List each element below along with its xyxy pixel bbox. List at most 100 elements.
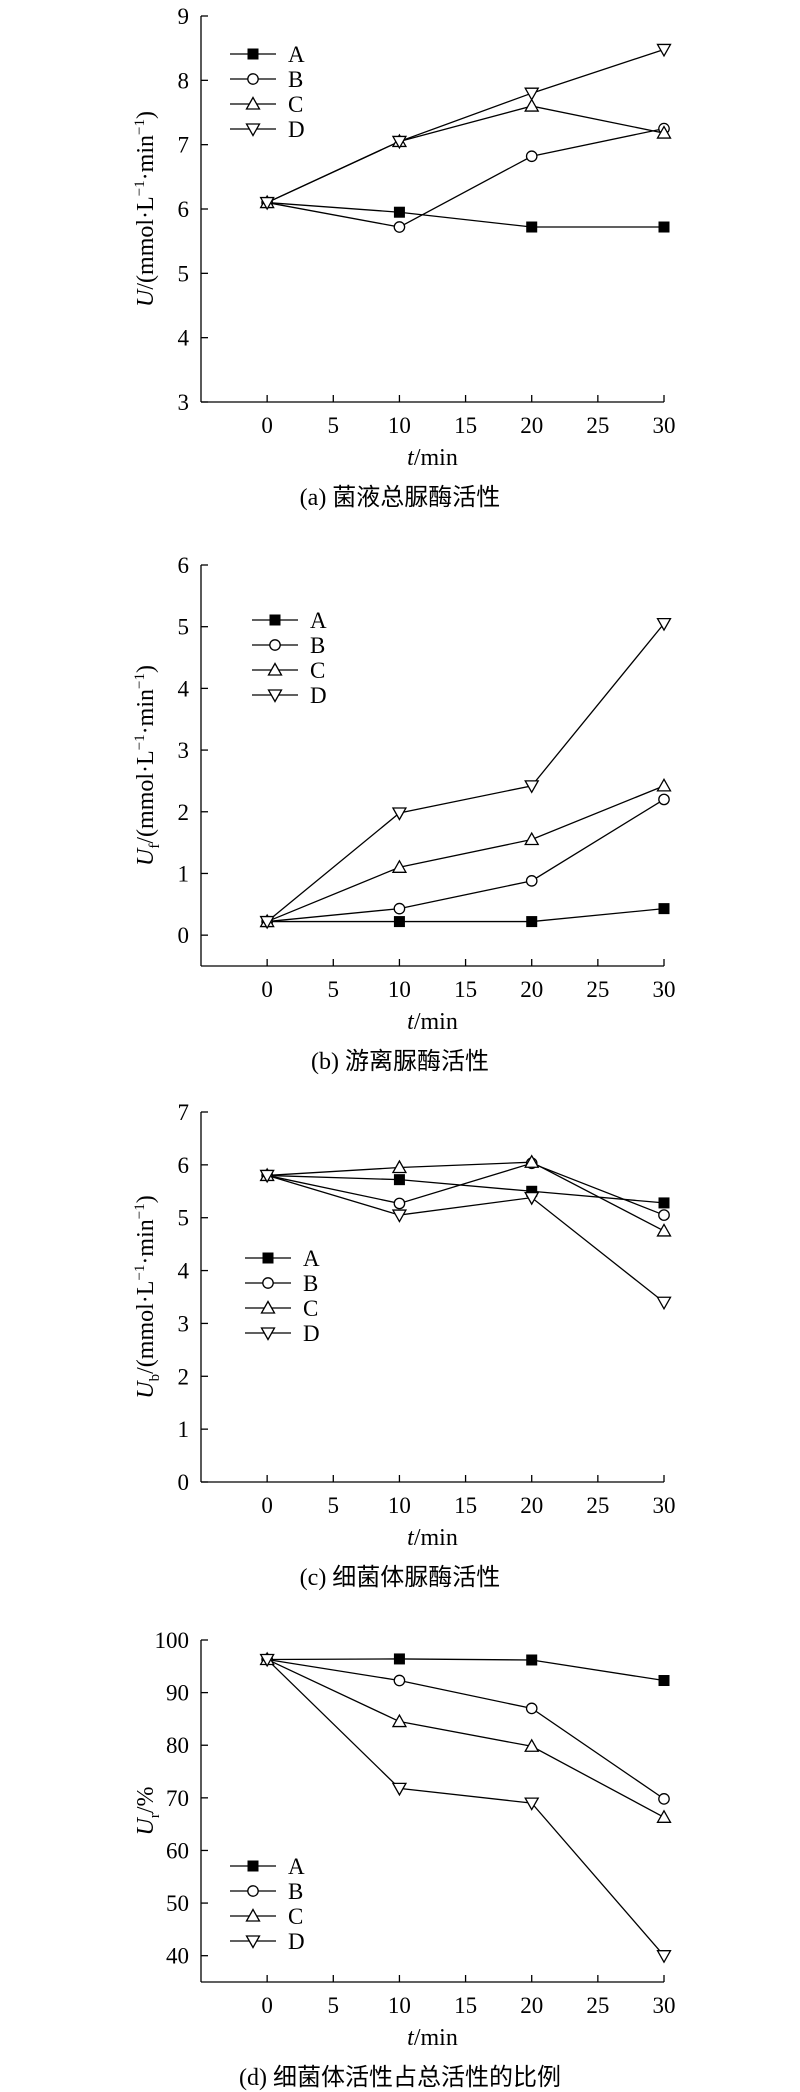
data-point-b: [393, 902, 406, 915]
data-point-a: [393, 916, 405, 928]
data-point-d: [524, 780, 540, 794]
x-tick-label: 20: [520, 413, 543, 438]
y-tick-label: 80: [166, 1733, 189, 1758]
y-tick-label: 100: [155, 1628, 190, 1653]
x-tick-label: 20: [520, 1993, 543, 2018]
legend-marker-d: [245, 123, 261, 137]
series-line-a: [267, 1658, 665, 1682]
x-tick-label: 5: [328, 1993, 340, 2018]
y-tick-label: 1: [178, 861, 190, 886]
data-point-d: [391, 1209, 408, 1223]
series-line-d: [266, 1659, 665, 1957]
legend-label: C: [288, 1904, 303, 1929]
x-axis-label-symbol: t: [407, 1009, 415, 1035]
data-point-d: [391, 135, 408, 150]
legend-marker-c: [245, 96, 261, 110]
data-point-c: [391, 859, 408, 873]
y-axis-label-unit-close: ): [133, 665, 159, 673]
x-tick-label: 15: [454, 413, 477, 438]
y-axis-label-sup: −1: [132, 119, 148, 135]
y-axis-label-unit-close: ): [133, 111, 159, 119]
y-tick-label: 7: [178, 1100, 190, 1125]
data-point-d: [524, 1191, 540, 1206]
y-tick-label: 3: [178, 390, 190, 415]
series-line-b: [267, 798, 665, 923]
data-point-b: [525, 1702, 538, 1715]
legend-marker-a: [269, 614, 281, 626]
data-point-a: [393, 206, 405, 218]
y-axis-label: Ub/(mmol·L−1·min−1): [132, 1195, 163, 1398]
x-tick-label: 0: [261, 977, 273, 1002]
x-axis-label-unit: /min: [414, 1525, 458, 1551]
series-line-d: [266, 1174, 665, 1303]
data-point-b: [393, 221, 406, 233]
data-point-a: [526, 221, 538, 233]
y-axis-label-sup: −1: [132, 1203, 148, 1219]
data-point-b: [525, 150, 538, 163]
legend-marker-a: [247, 48, 259, 60]
data-point-d: [656, 617, 672, 632]
legend-label: C: [303, 1296, 318, 1321]
series-line-a: [267, 907, 665, 923]
series-line-a: [267, 1174, 665, 1204]
panel-caption: (d) 细菌体活性占总活性的比例: [239, 2064, 561, 2091]
y-tick-label: 9: [178, 4, 190, 29]
y-axis-label-unit: /%: [133, 1786, 159, 1813]
legend-label: C: [288, 92, 303, 117]
series-line-d: [266, 623, 665, 923]
y-axis-label-unit: /(mmol·L: [133, 196, 159, 289]
series-line-c: [266, 785, 665, 923]
legend-marker-a: [247, 1860, 259, 1872]
y-tick-label: 6: [178, 197, 190, 222]
panel-caption: (a) 菌液总脲酶活性: [300, 484, 501, 511]
x-tick-label: 20: [520, 977, 543, 1002]
data-point-a: [393, 1174, 405, 1186]
x-tick-label: 10: [388, 977, 411, 1002]
panel-caption: (c) 细菌体脲酶活性: [300, 1564, 501, 1591]
x-axis-label: t/min: [407, 1009, 458, 1035]
y-tick-label: 90: [166, 1681, 189, 1706]
data-point-d: [391, 807, 408, 821]
y-tick-label: 7: [178, 133, 190, 158]
x-tick-label: 5: [328, 1493, 340, 1518]
x-tick-label: 0: [261, 1993, 273, 2018]
data-point-c: [391, 1713, 408, 1728]
x-tick-label: 25: [586, 977, 609, 1002]
legend-marker-b: [247, 1885, 259, 1897]
data-point-c: [391, 1159, 408, 1174]
data-point-d: [656, 43, 672, 58]
legend-label: A: [303, 1246, 320, 1271]
x-axis-label: t/min: [407, 445, 458, 471]
y-axis-label-symbol: U: [133, 847, 159, 866]
x-tick-label: 15: [454, 1993, 477, 2018]
x-tick-label: 15: [454, 977, 477, 1002]
series-line-c: [266, 1658, 665, 1818]
y-axis-label-sup: −1: [132, 1265, 148, 1281]
legend-label: B: [303, 1271, 318, 1296]
data-point-d: [656, 1296, 672, 1311]
data-point-c: [524, 831, 540, 846]
x-tick-label: 15: [454, 1493, 477, 1518]
y-tick-label: 2: [178, 800, 190, 825]
legend-marker-b: [262, 1277, 274, 1289]
data-point-b: [658, 793, 670, 806]
series-line-d: [266, 48, 665, 204]
data-point-d: [259, 1653, 275, 1668]
legend-label: C: [310, 658, 325, 683]
x-tick-label: 5: [328, 413, 340, 438]
y-axis-label-unit: /(mmol·L: [133, 1281, 159, 1374]
y-axis-label-unit-mid: ·min: [133, 1219, 159, 1264]
y-axis-label-unit: /(mmol·L: [133, 750, 159, 843]
series-line-b: [267, 1162, 665, 1216]
data-point-d: [391, 1782, 408, 1797]
x-tick-label: 5: [328, 977, 340, 1002]
data-point-d: [524, 1797, 540, 1811]
x-tick-label: 10: [388, 413, 411, 438]
data-point-b: [393, 1674, 406, 1687]
y-tick-label: 5: [178, 1206, 190, 1231]
y-axis-label-unit-mid: ·min: [133, 135, 159, 180]
series-line-a: [267, 201, 664, 228]
x-tick-label: 30: [653, 1993, 676, 2018]
legend-label: B: [288, 1879, 303, 1904]
